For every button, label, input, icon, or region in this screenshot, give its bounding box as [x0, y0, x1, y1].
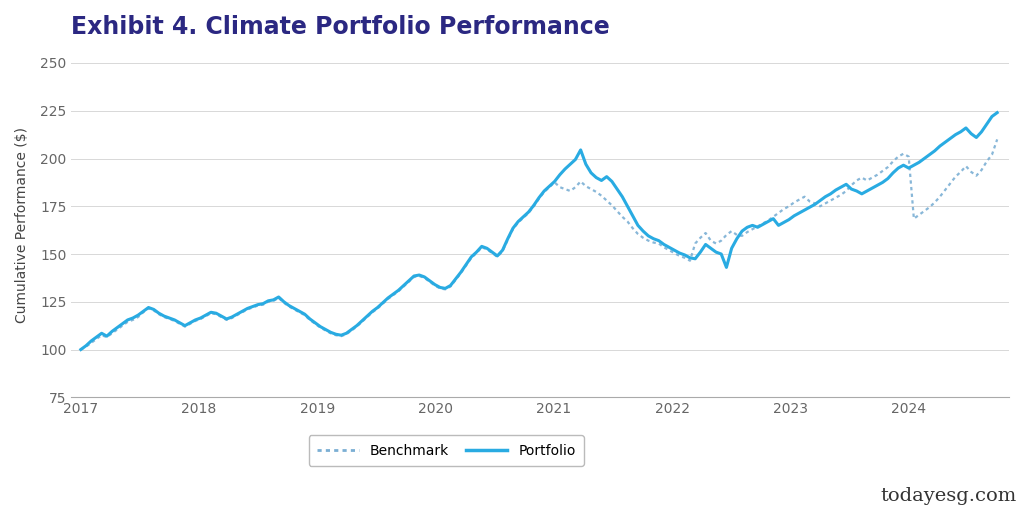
Text: todayesg.com: todayesg.com — [881, 487, 1017, 505]
Text: Exhibit 4. Climate Portfolio Performance: Exhibit 4. Climate Portfolio Performance — [72, 15, 610, 39]
Y-axis label: Cumulative Performance ($): Cumulative Performance ($) — [15, 127, 29, 323]
Legend: Benchmark, Portfolio: Benchmark, Portfolio — [308, 436, 584, 466]
